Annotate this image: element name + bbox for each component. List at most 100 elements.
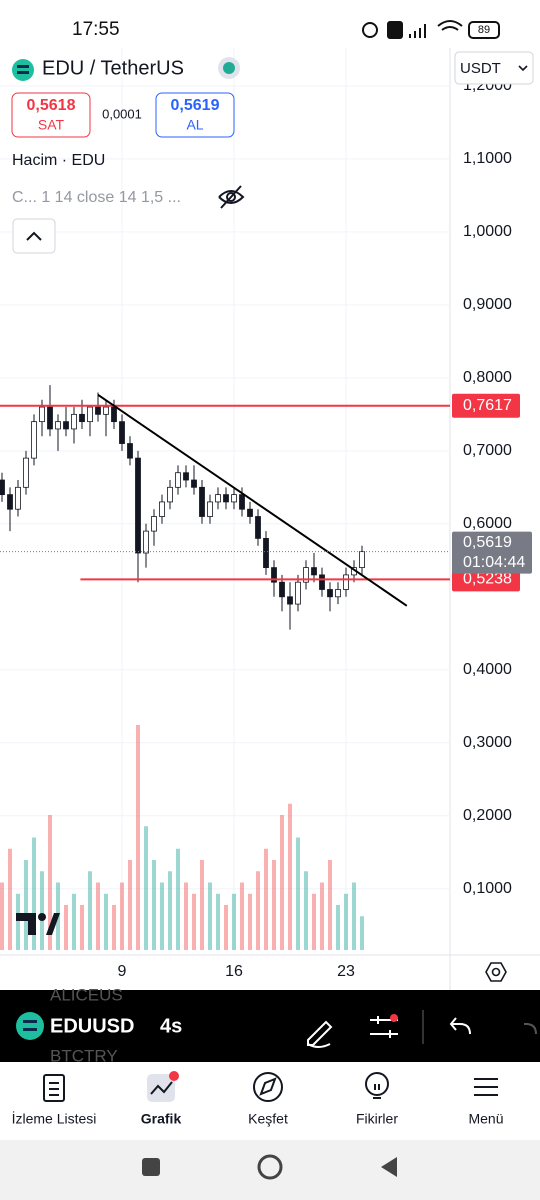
sell-button[interactable]	[11, 92, 91, 138]
ghost-symbol: ALICEUS	[50, 985, 123, 1004]
y-tick-label: 0,9000	[463, 296, 512, 313]
volume-bar	[320, 882, 324, 950]
volume-bar	[136, 725, 140, 950]
volume-bar	[296, 837, 300, 950]
candle-body	[7, 494, 13, 510]
y-tick-label: 0,2000	[463, 807, 512, 824]
toolbar-logo	[16, 1012, 44, 1040]
candle-body	[23, 457, 29, 488]
currency-select[interactable]	[454, 51, 534, 85]
candle-body	[343, 574, 349, 590]
volume-label: Hacim · EDU	[12, 152, 105, 169]
buy-button[interactable]	[155, 92, 235, 138]
volume-bar	[144, 826, 148, 950]
candle-body	[79, 413, 85, 423]
level-badge	[452, 393, 520, 418]
candle-body	[47, 406, 53, 430]
candle-body	[119, 421, 125, 444]
volume-bar	[168, 871, 172, 950]
volume-bar	[128, 860, 132, 950]
recents-button[interactable]	[142, 1158, 160, 1176]
volume-bar	[248, 893, 252, 950]
candle-body	[199, 486, 205, 517]
back-button[interactable]	[381, 1157, 397, 1177]
volume-bar	[208, 882, 212, 950]
nav-ideas[interactable]: Fikirler	[356, 1111, 398, 1127]
status-icons	[362, 20, 500, 39]
buy-label: AL	[186, 117, 203, 133]
volume-bar	[32, 837, 36, 950]
candle-body	[263, 538, 269, 568]
volume-bar	[304, 871, 308, 950]
y-tick-label: 0,1000	[463, 880, 512, 897]
nav-watchlist[interactable]: İzleme Listesi	[12, 1110, 97, 1127]
volume-bar	[72, 893, 76, 950]
candle-body	[151, 516, 157, 532]
y-tick-label: 0,3000	[463, 734, 512, 751]
symbol-name[interactable]: EDU / TetherUS	[42, 57, 184, 79]
y-tick-label: 0,8000	[463, 369, 512, 386]
volume-bar	[152, 860, 156, 950]
draw-button[interactable]	[307, 1020, 333, 1048]
candle-body	[231, 494, 237, 503]
candle-body	[279, 581, 285, 598]
buy-price: 0,5619	[171, 97, 220, 114]
symbol-logo	[12, 59, 34, 81]
candle-body	[239, 494, 245, 510]
candle-body	[143, 530, 149, 554]
ghost-symbol: BTCTRY	[50, 1046, 118, 1065]
volume-bar	[272, 860, 276, 950]
system-nav	[0, 1140, 540, 1200]
candle-body	[183, 472, 189, 481]
volume-bar	[40, 871, 44, 950]
nav-explore[interactable]: Keşfet	[248, 1111, 288, 1127]
collapse-button[interactable]	[12, 218, 56, 254]
toolbar-interval[interactable]: 4s	[160, 1015, 182, 1037]
nav-chart[interactable]: Grafik	[141, 1111, 182, 1127]
volume-bar	[256, 871, 260, 950]
redo-button	[524, 1023, 537, 1035]
candle-body	[55, 421, 61, 430]
last-price-badge	[452, 531, 532, 574]
volume-bar	[264, 848, 268, 950]
candle-body	[39, 406, 45, 423]
volume-bar	[88, 871, 92, 950]
candle-body	[71, 413, 77, 430]
nav-menu[interactable]: Menü	[468, 1111, 503, 1127]
hide-indicator[interactable]	[218, 185, 245, 209]
volume-bar	[200, 860, 204, 950]
candle-body	[31, 421, 37, 459]
candle-body	[175, 472, 181, 488]
candle-body	[15, 486, 21, 510]
sell-price: 0,5618	[27, 97, 76, 114]
tradingview-logo	[16, 913, 60, 935]
volume-bar	[0, 882, 4, 950]
undo-button[interactable]	[449, 1017, 471, 1035]
toolbar-symbol[interactable]: EDUUSD	[50, 1015, 134, 1037]
x-tick-label: 23	[337, 963, 355, 980]
volume-bar	[48, 815, 52, 950]
candle-body	[255, 516, 261, 539]
candle-body	[159, 501, 165, 517]
candle-body	[95, 406, 101, 415]
candle-body	[319, 574, 325, 590]
volume-bar	[224, 905, 228, 950]
y-tick-label: 1,0000	[463, 223, 512, 240]
candle-body	[335, 589, 341, 598]
candle-body	[87, 406, 93, 423]
volume-bar	[288, 803, 292, 950]
sell-label: SAT	[38, 117, 65, 133]
nav-icon	[43, 1074, 65, 1102]
volume-bar	[120, 882, 124, 950]
indicators-button[interactable]	[370, 1016, 398, 1038]
candle-body	[327, 589, 333, 598]
volume-bar	[160, 882, 164, 950]
y-tick-label: 0,7000	[463, 442, 512, 459]
candle-body	[135, 457, 141, 554]
volume-bar	[328, 860, 332, 950]
settings-icon[interactable]	[485, 962, 507, 982]
candle-body	[111, 406, 117, 423]
level-label: 0,5238	[463, 571, 512, 588]
home-button[interactable]	[257, 1154, 283, 1180]
